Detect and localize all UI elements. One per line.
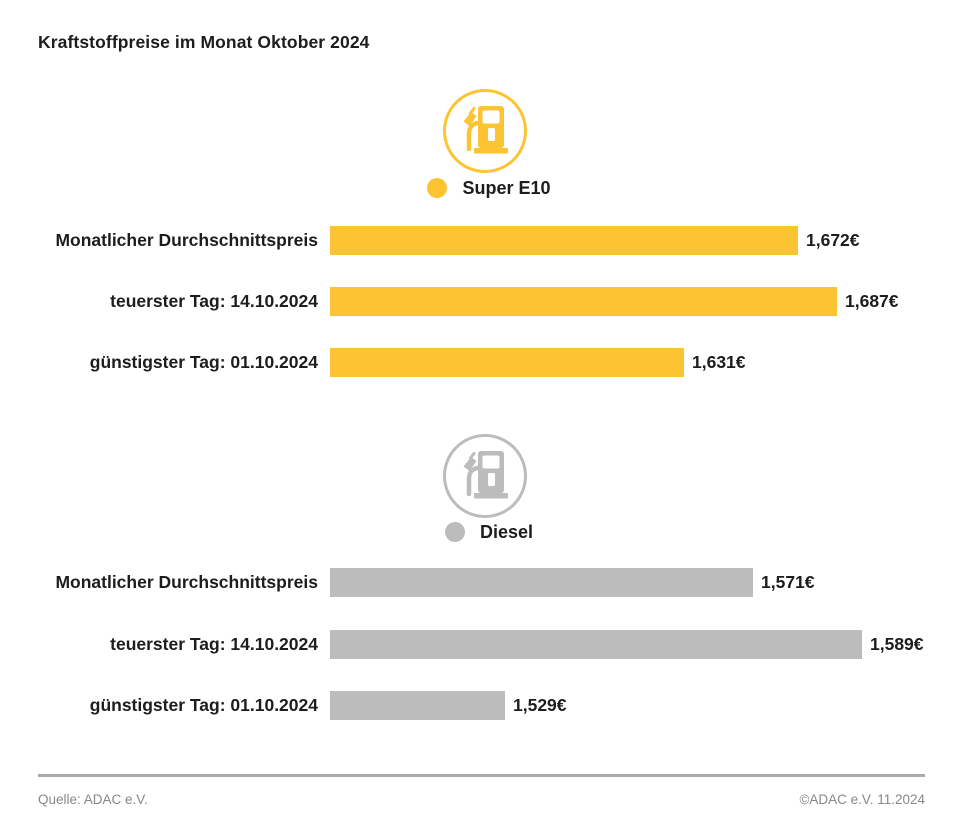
legend-label-diesel: Diesel (479, 521, 534, 542)
bar-e10-max: 1,687€ (330, 287, 899, 316)
legend-label-e10: Super E10 (462, 177, 551, 198)
legend-diesel: Diesel (0, 520, 978, 544)
bar-row-diesel-average: Monatlicher Durchschnittspreis 1,571€ (0, 568, 978, 597)
bar-row-e10-min: günstigster Tag: 01.10.2024 1,631€ (0, 348, 978, 377)
bar-value-label: 1,631€ (692, 352, 746, 372)
footer-divider (38, 774, 925, 777)
bar-e10-min: 1,631€ (330, 348, 746, 377)
page-title: Kraftstoffpreise im Monat Oktober 2024 (38, 32, 370, 52)
bar-value-label: 1,589€ (870, 634, 924, 654)
source-credit: Quelle: ADAC e.V. (38, 792, 148, 807)
bar-value-label: 1,672€ (806, 230, 860, 250)
bar-diesel-average: 1,571€ (330, 568, 815, 597)
fuel-pump-icon (442, 433, 528, 519)
bar-diesel-min: 1,529€ (330, 691, 567, 720)
bar-category-label: teuerster Tag: 14.10.2024 (110, 634, 318, 654)
bar-row-e10-max: teuerster Tag: 14.10.2024 1,687€ (0, 287, 978, 316)
legend-dot-e10 (427, 178, 448, 198)
bar-row-diesel-max: teuerster Tag: 14.10.2024 1,589€ (0, 630, 978, 659)
bar-row-diesel-min: günstigster Tag: 01.10.2024 1,529€ (0, 691, 978, 720)
bar-category-label: günstigster Tag: 01.10.2024 (89, 352, 318, 372)
legend-dot-diesel (444, 522, 465, 542)
fuel-pump-icon (442, 88, 528, 174)
bar-e10-average: 1,672€ (330, 226, 860, 255)
copyright-notice: ©ADAC e.V. 11.2024 (799, 792, 925, 807)
bar-category-label: teuerster Tag: 14.10.2024 (110, 291, 318, 311)
bar-value-label: 1,529€ (513, 695, 567, 715)
bar-row-e10-average: Monatlicher Durchschnittspreis 1,672€ (0, 226, 978, 255)
bar-value-label: 1,571€ (761, 572, 815, 592)
bar-category-label: günstigster Tag: 01.10.2024 (89, 695, 318, 715)
legend-super-e10: Super E10 (0, 176, 978, 200)
bar-category-label: Monatlicher Durchschnittspreis (55, 230, 318, 250)
bar-category-label: Monatlicher Durchschnittspreis (55, 572, 318, 592)
bar-diesel-max: 1,589€ (330, 630, 924, 659)
bar-value-label: 1,687€ (845, 291, 899, 311)
